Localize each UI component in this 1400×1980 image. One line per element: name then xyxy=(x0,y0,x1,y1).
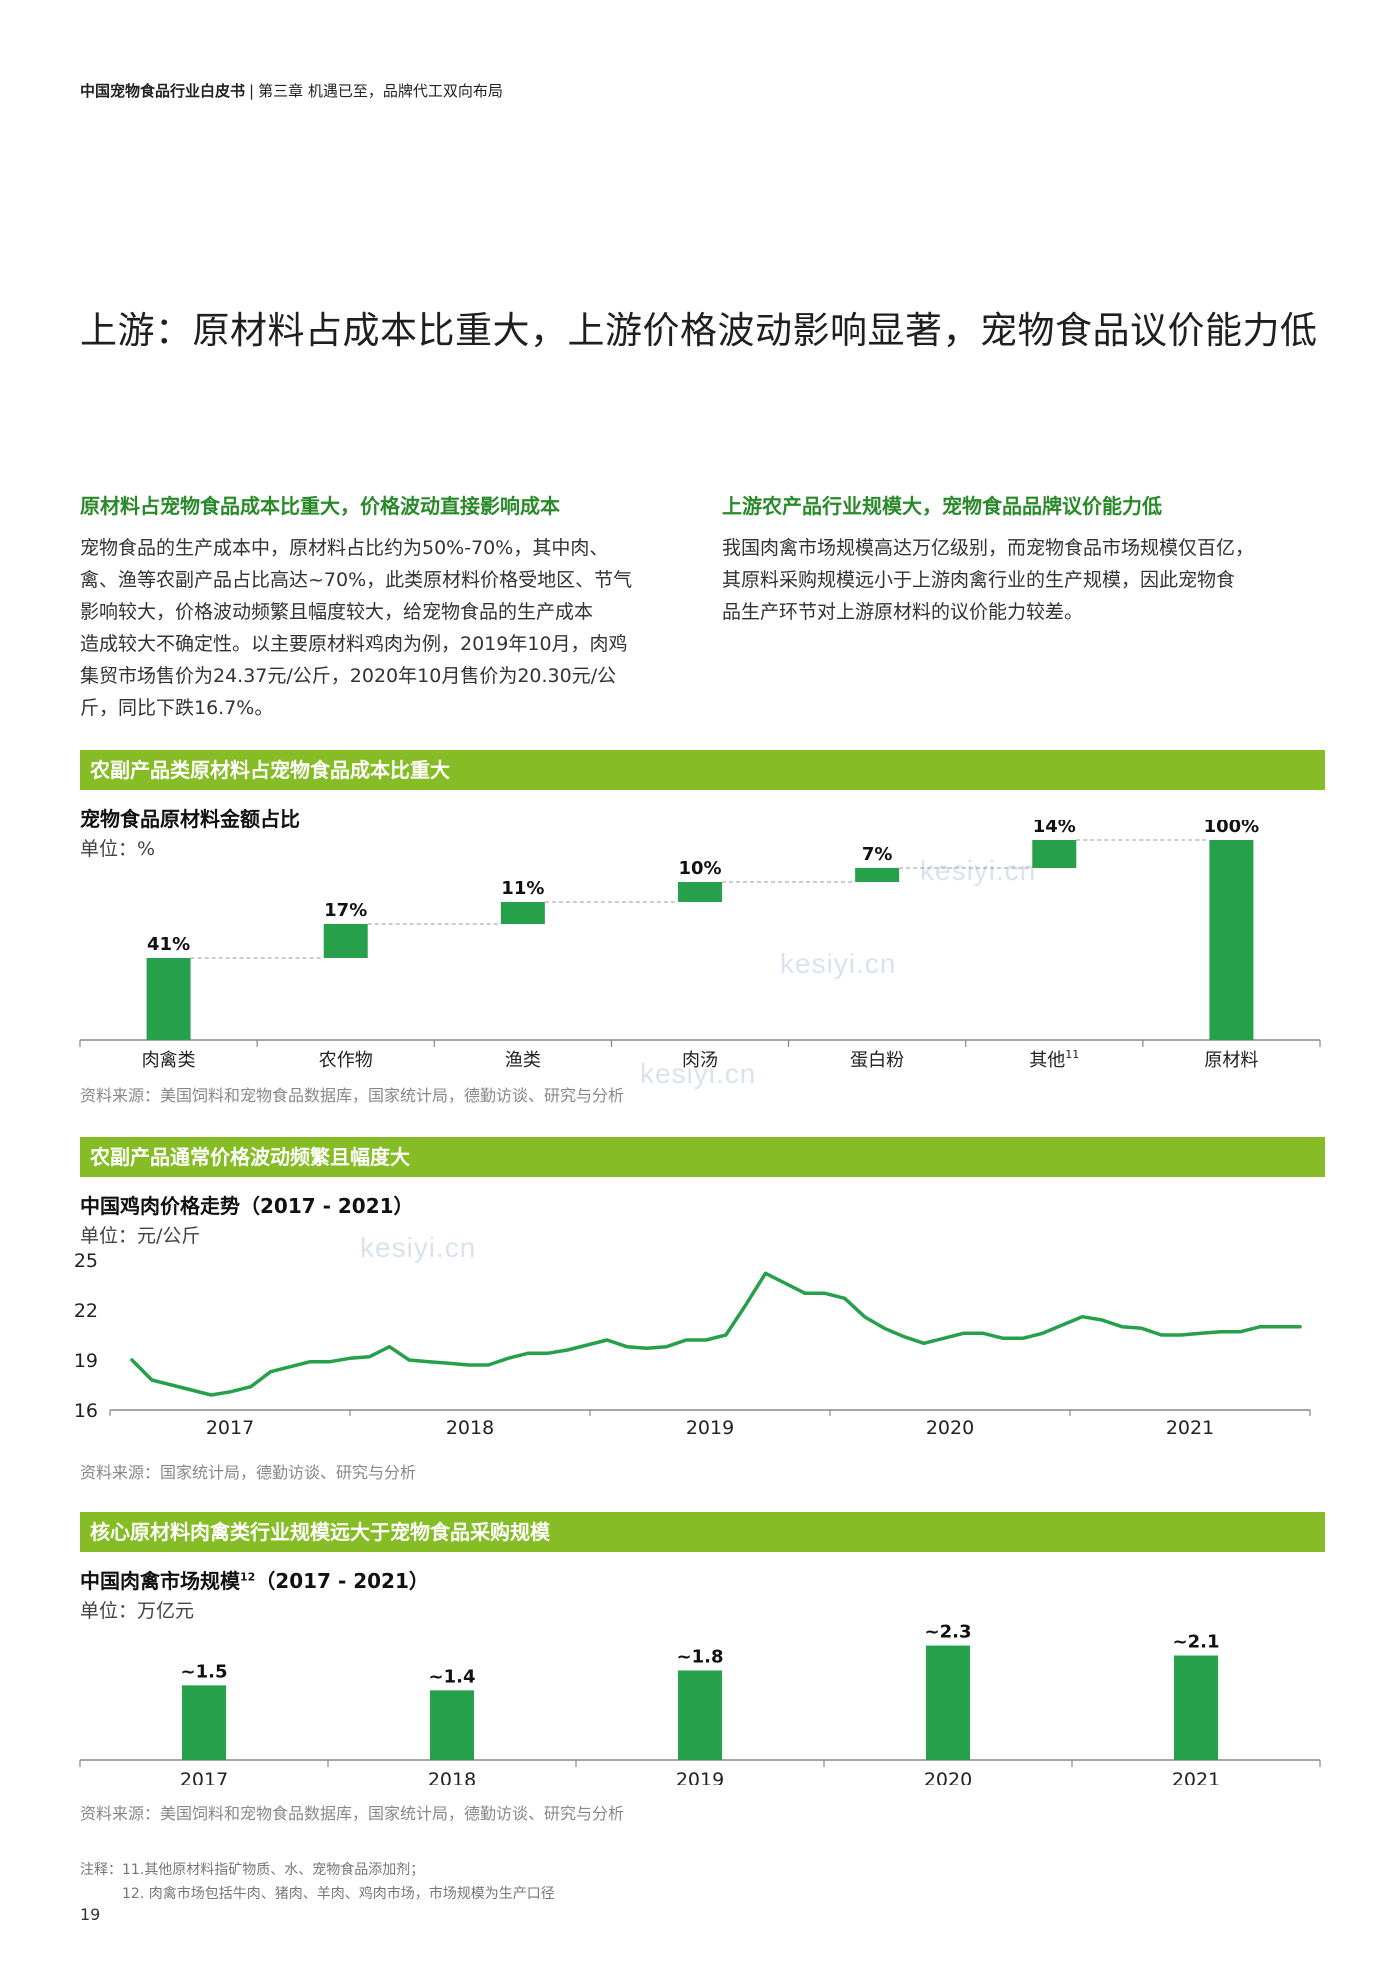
footnote-11: 注释：11.其他原材料指矿物质、水、宠物食品添加剂； xyxy=(80,1862,425,1878)
waterfall-bar xyxy=(500,902,545,924)
section-banner-market-size: 核心原材料肉禽类行业规模远大于宠物食品采购规模 xyxy=(80,1512,1325,1552)
chart-unit-cost-share: 单位：% xyxy=(80,838,156,860)
waterfall-bar xyxy=(1032,840,1077,868)
chart-title-cost-share: 宠物食品原材料金额占比 xyxy=(80,807,300,831)
year-label: 2021 xyxy=(1172,1769,1220,1785)
waterfall-bar xyxy=(855,868,900,882)
footnotes: 注释：11.其他原材料指矿物质、水、宠物食品添加剂； 12. 肉禽市场包括牛肉、… xyxy=(80,1858,555,1906)
waterfall-bar xyxy=(678,882,722,902)
data-label: ~1.8 xyxy=(677,1646,724,1667)
watermark-text: kesiyi.cn xyxy=(360,1232,477,1263)
y-tick-label: 16 xyxy=(74,1400,98,1422)
year-label: 2020 xyxy=(926,1417,974,1439)
chart-title-main: 中国肉禽市场规模 xyxy=(80,1569,240,1593)
header-separator: | xyxy=(249,82,255,100)
right-column-body-line: 品生产环节对上游原材料的议价能力较差。 xyxy=(722,601,1084,623)
left-column-body: 宠物食品的生产成本中，原材料占比约为50%-70%，其中肉、禽、渔等农副产品占比… xyxy=(80,532,700,724)
chart-title-years: （2017 - 2021） xyxy=(255,1569,429,1593)
right-column-heading: 上游农产品行业规模大，宠物食品品牌议价能力低 xyxy=(722,494,1162,518)
watermark-text: kesiyi.cn xyxy=(640,1058,757,1089)
footnote-12: 12. 肉禽市场包括牛肉、猪肉、羊肉、鸡肉市场，市场规模为生产口径 xyxy=(122,1886,555,1902)
market-size-bar xyxy=(926,1645,970,1760)
market-size-bar xyxy=(1174,1655,1218,1760)
waterfall-chart: 41% 肉禽类 17% 农作物 11% 渔类 10% 肉汤 7% 蛋白粉 14% 其他11 100% 原材… xyxy=(79,820,1321,1071)
chart-title-chicken-price: 中国鸡肉价格走势（2017 - 2021） xyxy=(80,1194,414,1218)
running-header: 中国宠物食品行业白皮书 | 第三章 机遇已至，品牌代工双向布局 xyxy=(80,80,503,101)
section-banner-price-volatility: 农副产品通常价格波动频繁且幅度大 xyxy=(80,1137,1325,1177)
left-column-body-line: 造成较大不确定性。以主要原材料鸡肉为例，2019年10月，肉鸡 xyxy=(80,633,628,655)
data-label: ~1.4 xyxy=(429,1666,476,1687)
category-label: 其他11 xyxy=(1029,1048,1079,1071)
data-label: 7% xyxy=(862,844,893,865)
page-number: 19 xyxy=(80,1905,101,1924)
year-label: 2019 xyxy=(676,1769,724,1785)
page-title: 上游：原材料占成本比重大，上游价格波动影响显著，宠物食品议价能力低 xyxy=(80,309,1318,352)
left-column-body-line: 禽、渔等农副产品占比高达~70%，此类原材料价格受地区、节气 xyxy=(80,569,633,591)
year-label: 2018 xyxy=(446,1417,494,1439)
chart-title-footnote-ref: 12 xyxy=(240,1570,256,1584)
chapter-name: 第三章 机遇已至，品牌代工双向布局 xyxy=(258,82,503,100)
chart-source-market-size: 资料来源：美国饲料和宠物食品数据库，国家统计局，德勤访谈、研究与分析 xyxy=(80,1804,625,1823)
data-label: ~2.3 xyxy=(925,1622,972,1643)
year-label: 2021 xyxy=(1166,1417,1214,1439)
market-size-bar xyxy=(430,1690,474,1760)
year-label: 2017 xyxy=(206,1417,254,1439)
y-tick-label: 25 xyxy=(74,1250,98,1272)
chart-source-cost-share: 资料来源：美国饲料和宠物食品数据库，国家统计局，德勤访谈、研究与分析 xyxy=(80,1086,625,1105)
year-label: 2017 xyxy=(180,1769,228,1785)
year-label: 2020 xyxy=(924,1769,972,1785)
section-banner-cost-share: 农副产品类原材料占宠物食品成本比重大 xyxy=(80,750,1325,790)
line-chart: 16 19 22 25 2017 2018 2019 2020 2021 xyxy=(74,1250,1311,1439)
left-column-body-line: 影响较大，价格波动频繁且幅度较大，给宠物食品的生产成本 xyxy=(80,601,594,623)
report-name: 中国宠物食品行业白皮书 xyxy=(80,82,246,100)
chart-title-market-size: 中国肉禽市场规模12（2017 - 2021） xyxy=(80,1565,429,1594)
y-tick-label: 22 xyxy=(74,1300,98,1322)
right-column-body-line: 我国肉禽市场规模高达万亿级别，而宠物食品市场规模仅百亿， xyxy=(722,537,1255,559)
category-label: 农作物 xyxy=(319,1050,373,1071)
left-column-heading: 原材料占宠物食品成本比重大，价格波动直接影响成本 xyxy=(80,494,560,518)
category-label: 肉汤 xyxy=(682,1050,718,1071)
data-label: 11% xyxy=(501,878,544,899)
left-column-body-line: 斤，同比下跌16.7%。 xyxy=(80,697,274,719)
market-size-bar xyxy=(678,1670,722,1760)
watermark-text: kesiyi.cn xyxy=(920,855,1037,886)
left-column-body-line: 集贸市场售价为24.37元/公斤，2020年10月售价为20.30元/公 xyxy=(80,665,617,687)
year-label: 2018 xyxy=(428,1769,476,1785)
chart-unit-chicken-price: 单位：元/公斤 xyxy=(80,1225,201,1247)
market-size-bar xyxy=(182,1685,226,1760)
data-label: ~2.1 xyxy=(1173,1632,1220,1653)
right-column-body-line: 其原料采购规模远小于上游肉禽行业的生产规模，因此宠物食 xyxy=(722,569,1236,591)
waterfall-bar xyxy=(1209,840,1254,1040)
data-label: 10% xyxy=(678,858,721,879)
price-series-line xyxy=(130,1271,1302,1397)
category-label: 渔类 xyxy=(505,1050,541,1071)
category-label: 原材料 xyxy=(1204,1050,1258,1071)
bar-chart: ~1.5 2017 ~1.4 2018 ~1.8 2019 ~2.3 2020 ~2.1 2021 xyxy=(79,1622,1321,1785)
data-label: 17% xyxy=(324,900,367,921)
waterfall-bar xyxy=(146,958,191,1040)
watermark-text: kesiyi.cn xyxy=(780,948,897,979)
year-label: 2019 xyxy=(686,1417,734,1439)
data-label: ~1.5 xyxy=(181,1661,228,1682)
category-label: 肉禽类 xyxy=(142,1050,196,1071)
y-tick-label: 19 xyxy=(74,1350,98,1372)
data-label: 41% xyxy=(147,934,190,955)
chart-unit-market-size: 单位：万亿元 xyxy=(80,1600,195,1622)
data-label: 14% xyxy=(1033,820,1076,837)
right-column-body: 我国肉禽市场规模高达万亿级别，而宠物食品市场规模仅百亿， 其原料采购规模远小于上游… xyxy=(722,532,1342,628)
waterfall-bar xyxy=(323,924,368,958)
category-label: 蛋白粉 xyxy=(850,1050,904,1071)
category-footnote-ref: 11 xyxy=(1065,1048,1079,1061)
data-label: 100% xyxy=(1204,820,1260,837)
left-column-body-line: 宠物食品的生产成本中，原材料占比约为50%-70%，其中肉、 xyxy=(80,537,609,559)
chart-source-chicken-price: 资料来源：国家统计局，德勤访谈、研究与分析 xyxy=(80,1463,417,1482)
